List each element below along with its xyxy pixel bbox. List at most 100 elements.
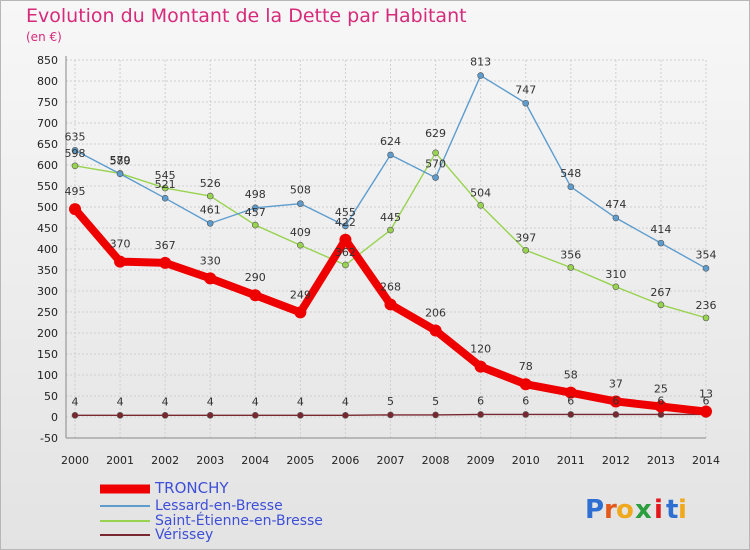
data-label: 367 [155, 239, 176, 252]
y-tick-label: 250 [37, 306, 58, 319]
y-tick-label: 50 [44, 390, 58, 403]
data-label: 206 [425, 306, 446, 319]
logo-letter: i [678, 495, 687, 525]
x-tick-label: 2004 [241, 454, 269, 467]
data-point [522, 99, 530, 107]
data-label: 354 [696, 248, 717, 261]
data-label: 4 [162, 395, 169, 408]
data-label: 579 [110, 154, 131, 167]
data-point [294, 306, 307, 319]
data-label: 58 [564, 369, 578, 382]
x-tick-label: 2001 [106, 454, 134, 467]
y-tick-label: 150 [37, 348, 58, 361]
data-point [432, 411, 439, 419]
data-point [114, 255, 127, 268]
x-tick-label: 2000 [61, 454, 89, 467]
y-tick-label: 600 [37, 159, 58, 172]
x-tick-label: 2011 [557, 454, 585, 467]
data-label: 236 [696, 299, 717, 312]
data-label: 37 [609, 377, 623, 390]
legend-label: Lessard-en-Bresse [155, 498, 283, 514]
data-point [69, 203, 81, 216]
data-label: 397 [515, 231, 536, 244]
data-point [387, 411, 394, 419]
data-point [522, 246, 530, 254]
data-point [702, 265, 710, 272]
data-label: 526 [200, 177, 221, 190]
data-point [387, 151, 394, 159]
logo-letter: i [654, 495, 663, 525]
data-label: 504 [470, 186, 491, 199]
data-point [519, 378, 532, 391]
data-label: 267 [650, 286, 671, 299]
data-point [161, 194, 169, 202]
data-point [249, 289, 262, 302]
data-label: 635 [65, 130, 86, 143]
data-label: 548 [560, 167, 581, 180]
data-label: 4 [342, 395, 349, 408]
data-point [342, 412, 349, 419]
data-label: 521 [155, 178, 176, 191]
logo-letter: x [635, 495, 652, 525]
data-point [657, 301, 665, 309]
data-point [339, 233, 352, 246]
data-point [384, 298, 397, 311]
data-label: 422 [335, 216, 356, 229]
data-point [702, 314, 710, 322]
y-tick-label: 750 [37, 96, 58, 109]
data-label: 5 [432, 395, 439, 408]
y-tick-label: 200 [37, 327, 58, 340]
data-label: 310 [605, 268, 626, 281]
data-point [432, 149, 439, 157]
grid [66, 59, 707, 439]
data-labels: 4 4 4 4 4 4 4 5 5 6 6 6 6 6 65985805455264574093624456… [65, 56, 717, 409]
x-tick-label: 2002 [151, 454, 179, 467]
data-label: 268 [380, 280, 401, 293]
data-label: 598 [65, 147, 86, 160]
logo-letter: r [604, 495, 617, 525]
data-point [251, 412, 259, 419]
x-tick-label: 2008 [422, 454, 450, 467]
data-point [564, 386, 577, 399]
data-label: 4 [72, 395, 79, 408]
data-point [161, 184, 169, 192]
data-label: 4 [117, 395, 124, 408]
data-label: 455 [335, 206, 356, 219]
data-point [71, 412, 79, 419]
data-label: 474 [605, 198, 626, 211]
data-label: 4 [207, 395, 214, 408]
legend: TRONCHYLessard-en-BresseSaint-Étienne-en… [100, 479, 323, 543]
data-point [206, 220, 214, 227]
data-point [429, 324, 442, 337]
logo-letter: t [666, 495, 678, 525]
data-label: 370 [110, 238, 131, 251]
data-label: 13 [699, 388, 713, 401]
data-point [342, 261, 349, 269]
data-label: 570 [425, 158, 446, 171]
legend-label: TRONCHY [154, 479, 229, 497]
data-label: 5 [387, 395, 394, 408]
data-label: 6 [703, 394, 710, 407]
data-point [612, 214, 620, 222]
x-tick-label: 2003 [196, 454, 224, 467]
data-point [116, 412, 124, 419]
data-point [609, 395, 622, 408]
data-label: 120 [470, 343, 491, 356]
data-label: 25 [654, 383, 668, 396]
data-point [159, 256, 172, 269]
chart-title: Evolution du Montant de la Dette par Hab… [26, 5, 467, 27]
data-point [567, 411, 575, 418]
data-label: 409 [290, 226, 311, 239]
y-tick-label: 550 [37, 180, 58, 193]
x-tick-label: 2005 [286, 454, 314, 467]
data-point [387, 226, 394, 234]
data-point [474, 360, 487, 373]
data-point [567, 264, 575, 271]
data-point [251, 204, 259, 212]
logo-letter: o [616, 495, 634, 525]
data-label: 249 [290, 288, 311, 301]
data-label: 813 [470, 56, 491, 69]
data-label: 629 [425, 127, 446, 140]
y-tick-label: 0 [51, 411, 58, 424]
